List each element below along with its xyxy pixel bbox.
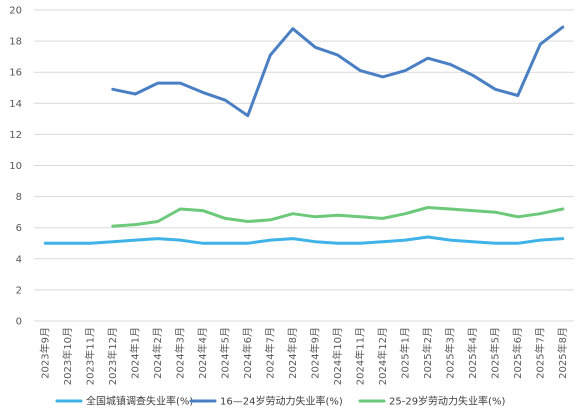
series-line-3 xyxy=(111,206,565,228)
x-tick-label: 2024年9月 xyxy=(308,327,321,379)
y-tick-label: 6 xyxy=(16,223,22,234)
x-tick-label: 2023年10月 xyxy=(61,327,74,385)
x-axis-ticks: 2023年9月 2023年10月 2023年11月 2023年12月 2024年1月 20… xyxy=(38,327,569,385)
x-tick-label: 2024年10月 xyxy=(331,327,344,385)
y-tick-label: 14 xyxy=(9,99,22,110)
x-tick-label: 2024年2月 xyxy=(151,327,164,379)
x-tick-label: 2024年3月 xyxy=(173,327,186,379)
x-tick-label: 2025年7月 xyxy=(533,327,546,379)
x-tick-label: 2024年5月 xyxy=(218,327,231,379)
x-tick-label: 2025年6月 xyxy=(511,327,524,379)
x-tick-label: 2025年4月 xyxy=(466,327,479,379)
y-tick-label: 4 xyxy=(16,254,22,265)
x-tick-label: 2024年7月 xyxy=(263,327,276,379)
y-axis-ticks: 0 2 4 6 8 10 12 14 16 18 20 xyxy=(9,6,22,328)
legend-label-1: 全国城镇调查失业率(%) xyxy=(86,395,193,408)
x-tick-label: 2025年1月 xyxy=(398,327,411,379)
x-tick-label: 2025年3月 xyxy=(443,327,456,379)
y-tick-label: 8 xyxy=(16,192,22,203)
x-tick-label: 2025年2月 xyxy=(421,327,434,379)
x-tick-label: 2024年6月 xyxy=(241,327,254,379)
y-tick-label: 12 xyxy=(9,130,22,141)
y-tick-label: 18 xyxy=(9,37,22,48)
grid-lines xyxy=(34,9,574,322)
legend-label-3: 25-29岁劳动力失业率(%) xyxy=(389,395,505,408)
legend-label-2: 16—24岁劳动力失业率(%) xyxy=(220,395,343,408)
x-tick-label: 2023年9月 xyxy=(38,327,51,379)
x-tick-label: 2023年12月 xyxy=(106,327,119,385)
y-tick-label: 20 xyxy=(9,6,22,17)
x-tick-label: 2024年4月 xyxy=(196,327,209,379)
legend: 全国城镇调查失业率(%) 16—24岁劳动力失业率(%) 25-29岁劳动力失业率(… xyxy=(55,395,505,408)
x-tick-label: 2025年5月 xyxy=(488,327,501,379)
x-tick-label: 2023年11月 xyxy=(83,327,96,385)
x-tick-label: 2025年8月 xyxy=(556,327,569,379)
x-tick-label: 2024年8月 xyxy=(286,327,299,379)
x-tick-label: 2024年11月 xyxy=(353,327,366,385)
series-line-2 xyxy=(111,25,565,118)
y-tick-label: 0 xyxy=(16,317,22,328)
series-lines xyxy=(43,25,565,245)
x-tick-label: 2024年1月 xyxy=(128,327,141,379)
y-tick-label: 16 xyxy=(9,68,22,79)
y-tick-label: 2 xyxy=(16,285,22,296)
x-tick-label: 2024年12月 xyxy=(376,327,389,385)
series-line-1 xyxy=(43,235,565,245)
y-tick-label: 10 xyxy=(9,161,22,172)
